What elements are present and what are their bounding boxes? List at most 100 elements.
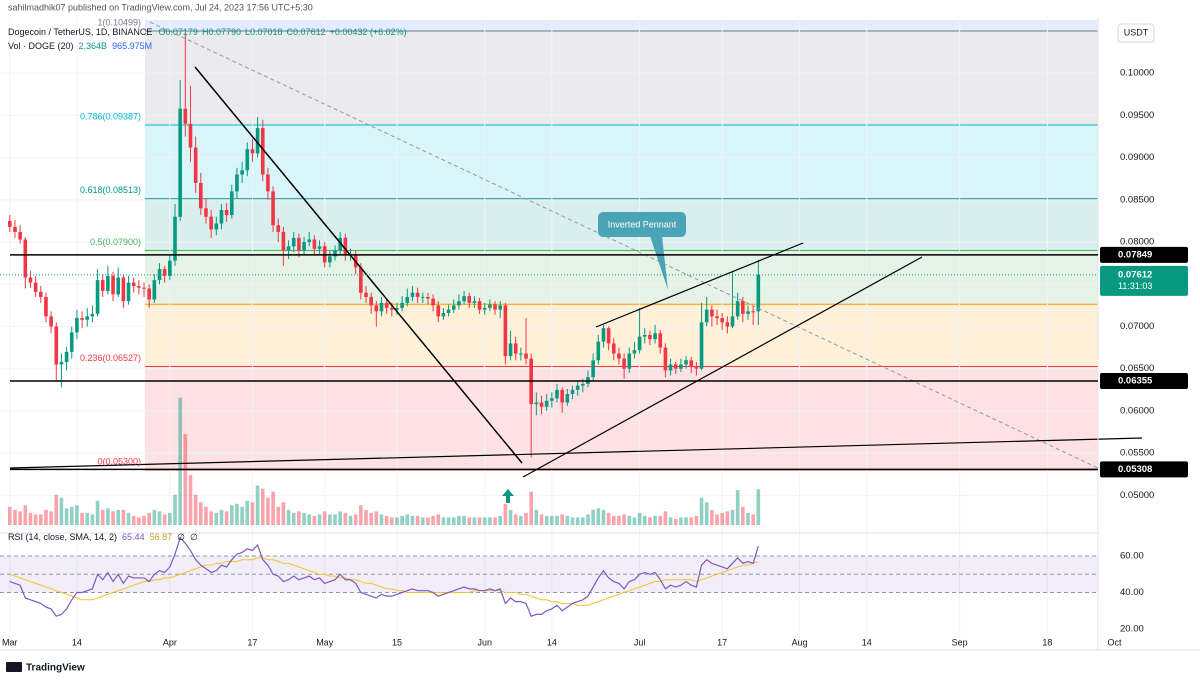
volume-bar xyxy=(260,488,265,525)
volume-bar xyxy=(322,511,327,525)
volume-bar xyxy=(255,485,260,525)
key-level-box xyxy=(1100,372,1188,389)
volume-bar xyxy=(694,515,699,525)
volume-bar xyxy=(503,503,508,525)
candle-body xyxy=(679,364,683,369)
volume-bar xyxy=(606,512,611,525)
candle-body xyxy=(276,225,281,232)
candle-body xyxy=(90,313,95,317)
rsi-tick-label: 60.00 xyxy=(1120,551,1144,562)
candle-body xyxy=(111,275,115,295)
candle-body xyxy=(694,367,699,369)
volume-bar xyxy=(343,512,348,525)
volume-bar xyxy=(544,515,549,525)
x-tick-label: Jul xyxy=(634,637,646,647)
volume-bar xyxy=(281,502,286,525)
symbol: Dogecoin / TetherUS, 1D, BINANCE xyxy=(8,27,152,37)
candle-body xyxy=(33,282,38,292)
volume-bar xyxy=(699,497,704,525)
volume-bar xyxy=(95,500,100,525)
candle-body xyxy=(622,358,626,369)
candle-body xyxy=(250,149,255,154)
currency-box[interactable] xyxy=(1117,23,1155,43)
key-level-label: 0.07849 xyxy=(1118,249,1152,260)
volume-bar xyxy=(684,517,688,525)
brand-logo xyxy=(6,662,22,672)
candle-body xyxy=(199,182,203,209)
volume-bar xyxy=(524,512,528,525)
volume-bar xyxy=(467,517,472,525)
volume-bar xyxy=(488,517,492,525)
candle-body xyxy=(168,260,172,276)
candle-body xyxy=(297,237,301,251)
volume-bar xyxy=(741,506,745,525)
candle-body xyxy=(715,316,719,319)
candle-body xyxy=(75,318,79,333)
rsi-value: 65.44 xyxy=(122,532,145,542)
candle-body xyxy=(13,226,17,232)
candle-body xyxy=(374,305,379,312)
candle-body xyxy=(415,292,420,297)
volume-bar xyxy=(100,509,105,525)
candle-body xyxy=(54,326,59,365)
currency[interactable]: USDT xyxy=(1124,27,1149,37)
volume-bar xyxy=(756,489,761,525)
volume-bar xyxy=(157,511,162,525)
fib-band xyxy=(145,31,1098,125)
candle-body xyxy=(209,216,213,230)
volume-bar xyxy=(539,514,544,525)
volume-bar xyxy=(23,505,28,525)
candle-body xyxy=(142,287,146,289)
volume-bar xyxy=(384,515,389,525)
volume-bar xyxy=(472,517,477,525)
candle-body xyxy=(343,237,348,255)
candle-body xyxy=(601,328,606,342)
volume-bar xyxy=(591,509,595,525)
candle-body xyxy=(730,316,735,327)
volume-bar xyxy=(111,511,115,525)
volume-bar xyxy=(90,514,95,525)
volume-bar xyxy=(307,514,312,525)
candle-body xyxy=(596,341,601,361)
candle-body xyxy=(390,307,394,310)
volume-bar xyxy=(147,512,151,525)
drawings: Inverted Pennant xyxy=(9,21,1143,503)
volume-bar xyxy=(235,503,239,525)
candle-body xyxy=(426,296,430,299)
candle-body xyxy=(364,292,368,297)
volume-bar xyxy=(627,515,632,525)
volume-bar xyxy=(80,512,84,525)
fib-label: 0.5(0.07900) xyxy=(90,237,141,247)
volume-bar xyxy=(446,517,451,525)
volume-bar xyxy=(302,512,306,525)
annotation-bubble xyxy=(598,212,686,237)
volume-bar xyxy=(317,514,322,525)
volume-bar xyxy=(240,506,244,525)
volume-bar xyxy=(405,514,410,525)
fib-label: 0.618(0.08513) xyxy=(80,185,141,195)
candle-body xyxy=(204,208,208,217)
volume-bar xyxy=(725,511,730,525)
candle-body xyxy=(699,322,704,369)
candle-body xyxy=(95,280,100,314)
rsi-title: RSI (14, close, SMA, 14, 2) xyxy=(8,532,117,542)
volume-bar xyxy=(565,515,570,525)
candle-body xyxy=(457,301,461,306)
candle-body xyxy=(436,305,441,317)
candle-body xyxy=(632,350,637,354)
volume-bar xyxy=(8,506,12,525)
rsi-extra: ∅ xyxy=(177,532,185,542)
candle-body xyxy=(44,296,48,317)
candle-body xyxy=(467,296,472,303)
candle-body xyxy=(240,170,244,175)
countdown: 11:31:03 xyxy=(1118,281,1152,291)
volume-bar xyxy=(519,515,523,525)
candle-body xyxy=(193,147,198,183)
volume-bar xyxy=(131,515,136,525)
candle-body xyxy=(302,242,306,251)
x-tick-label: 14 xyxy=(547,637,557,647)
candle-body xyxy=(291,237,296,247)
volume-layer xyxy=(8,397,761,525)
volume-bar xyxy=(348,515,353,525)
